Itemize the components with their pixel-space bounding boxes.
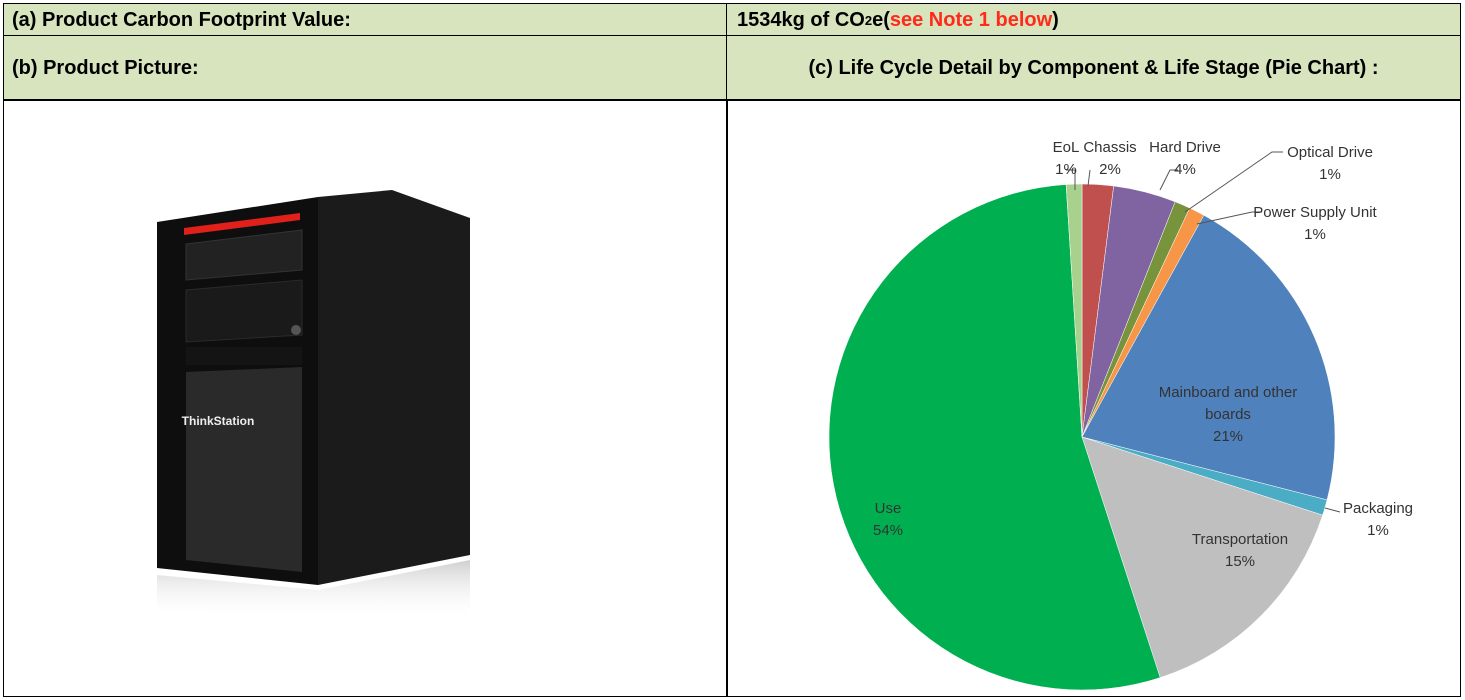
ports [186,347,302,365]
slice-label: EoL 1% [1046,137,1086,181]
category-label: Use [875,500,902,517]
value-label: 54% [873,522,903,539]
value-label: 1% [1055,161,1077,178]
category-label: Mainboard and other boards [1159,384,1297,423]
slice-label: Optical Drive 1% [1270,142,1390,186]
computer-image: ThinkStation [157,190,470,620]
slice-label: Use 54% [858,498,918,542]
value-label: 2% [1099,161,1121,178]
slice-label: Power Supply Unit 1% [1240,202,1390,246]
brand: ThinkStation [182,414,255,428]
value-label: 1% [1367,522,1389,539]
mesh [186,367,302,572]
value-label: 4% [1174,161,1196,178]
category-label: Optical Drive [1287,144,1373,161]
bay [186,280,302,342]
page: (a) Product Carbon Footprint Value: 1534… [0,0,1465,700]
category-label: Packaging [1343,500,1413,517]
value-label: 1% [1304,226,1326,243]
slice-label: Packaging 1% [1333,498,1423,542]
graphics: ThinkStation [0,0,1465,700]
value-label: 21% [1213,428,1243,445]
value-label: 15% [1225,553,1255,570]
slice-label: Mainboard and other boards 21% [1151,382,1306,448]
category-label: Transportation [1192,531,1288,548]
category-label: EoL [1053,139,1080,156]
category-label: Hard Drive [1149,139,1221,156]
value-label: 1% [1319,166,1341,183]
category-label: Power Supply Unit [1253,204,1376,221]
power-button [291,325,301,335]
category-label: Chassis [1083,139,1136,156]
slice-label: Hard Drive 4% [1140,137,1230,181]
side-panel [318,190,470,585]
slice-label: Transportation 15% [1180,529,1300,573]
